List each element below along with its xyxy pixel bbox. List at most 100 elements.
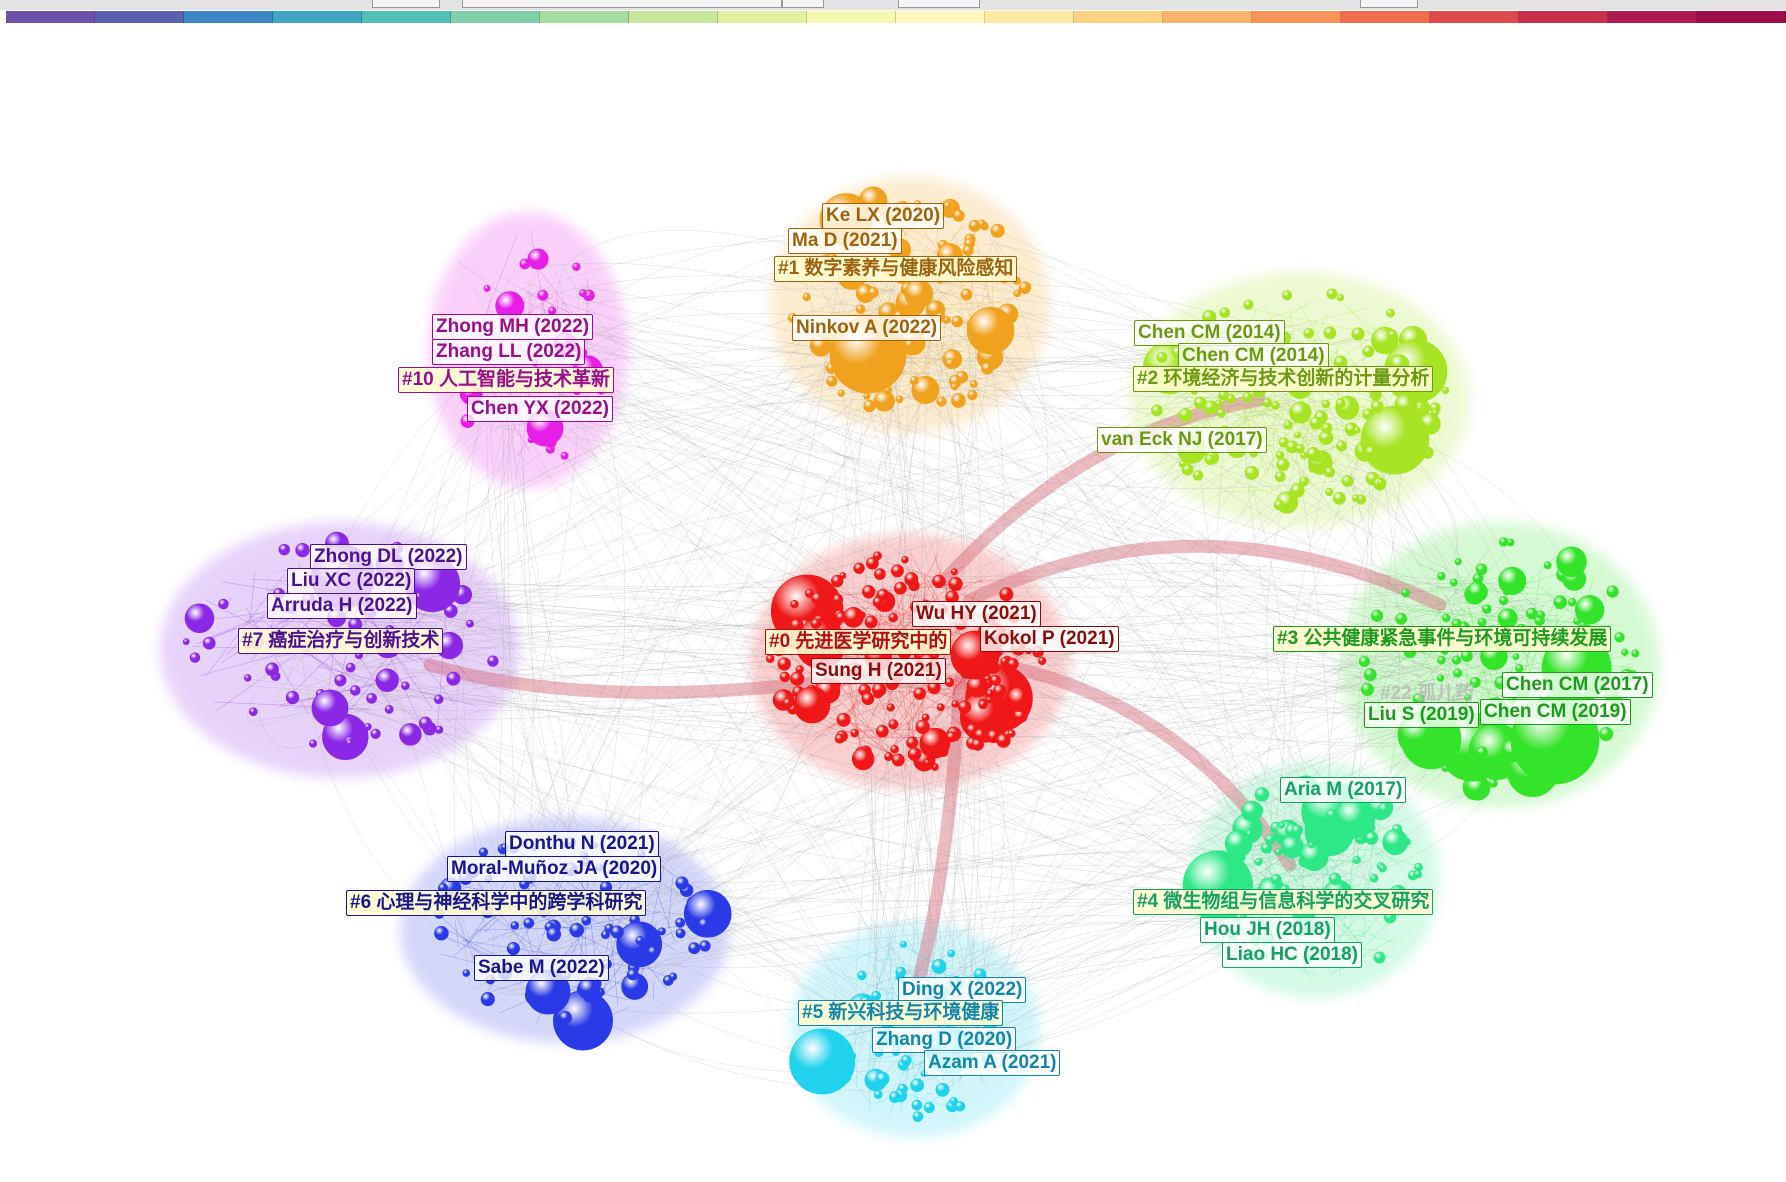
- reference-node[interactable]: [1599, 726, 1614, 742]
- reference-node[interactable]: [891, 753, 905, 767]
- toolbar-slot[interactable]: [782, 0, 824, 8]
- cluster-label-10[interactable]: #10 人工智能与技术革新: [398, 367, 614, 393]
- reference-node[interactable]: [688, 942, 701, 955]
- reference-node[interactable]: [913, 687, 926, 700]
- reference-node[interactable]: [435, 725, 444, 734]
- ref-label[interactable]: Chen CM (2019): [1480, 699, 1631, 725]
- reference-node[interactable]: [1512, 653, 1520, 661]
- ref-label[interactable]: Chen CM (2017): [1502, 672, 1653, 698]
- reference-node[interactable]: [923, 1102, 935, 1114]
- reference-node[interactable]: [857, 970, 867, 981]
- reference-node[interactable]: [184, 603, 215, 634]
- toolbar-slot[interactable]: [1360, 0, 1418, 8]
- reference-node[interactable]: [936, 703, 945, 712]
- reference-node[interactable]: [911, 375, 940, 405]
- reference-node[interactable]: [1450, 578, 1458, 587]
- reference-node[interactable]: [765, 654, 775, 664]
- reference-node[interactable]: [1352, 494, 1360, 502]
- reference-node[interactable]: [1352, 855, 1361, 865]
- reference-node[interactable]: [1353, 426, 1361, 434]
- reference-node[interactable]: [384, 704, 394, 714]
- reference-node[interactable]: [182, 638, 190, 645]
- reference-node[interactable]: [1243, 299, 1254, 310]
- reference-node[interactable]: [1275, 450, 1285, 460]
- reference-node[interactable]: [1553, 595, 1568, 609]
- reference-node[interactable]: [1387, 329, 1398, 340]
- reference-node[interactable]: [949, 1096, 958, 1106]
- reference-node[interactable]: [832, 594, 844, 605]
- reference-node[interactable]: [462, 969, 471, 977]
- reference-node[interactable]: [866, 556, 879, 570]
- ref-label[interactable]: Donthu N (2021): [505, 831, 659, 857]
- reference-node[interactable]: [977, 219, 986, 229]
- reference-node[interactable]: [907, 747, 922, 761]
- reference-node[interactable]: [782, 697, 793, 708]
- reference-node[interactable]: [1308, 841, 1315, 849]
- ref-label[interactable]: Ma D (2021): [788, 228, 902, 254]
- reference-node[interactable]: [1303, 327, 1315, 339]
- ref-label[interactable]: Liu S (2019): [1364, 702, 1479, 728]
- reference-node[interactable]: [480, 992, 495, 1007]
- cluster-label-0[interactable]: #0 先进医学研究中的: [765, 629, 952, 655]
- reference-node[interactable]: [675, 928, 686, 939]
- ref-label[interactable]: van Eck NJ (2017): [1097, 427, 1267, 453]
- cluster-label-5[interactable]: #5 新兴科技与环境健康: [798, 1000, 1004, 1026]
- reference-node[interactable]: [537, 289, 549, 301]
- ref-label[interactable]: Ding X (2022): [898, 977, 1027, 1003]
- reference-node[interactable]: [974, 728, 988, 742]
- reference-node[interactable]: [1543, 561, 1552, 570]
- reference-node[interactable]: [375, 668, 399, 692]
- reference-node-major[interactable]: [311, 689, 349, 727]
- reference-node[interactable]: [951, 700, 959, 708]
- reference-node[interactable]: [906, 736, 919, 749]
- reference-node[interactable]: [1216, 408, 1226, 418]
- reference-node-major[interactable]: [793, 686, 831, 724]
- reference-node[interactable]: [1621, 648, 1629, 656]
- reference-node[interactable]: [483, 284, 491, 292]
- cluster-label-4[interactable]: #4 微生物组与信息科学的交叉研究: [1133, 889, 1434, 915]
- reference-node[interactable]: [1386, 308, 1395, 318]
- reference-node[interactable]: [610, 925, 624, 939]
- reference-node[interactable]: [1351, 327, 1365, 341]
- toolbar-slot[interactable]: [462, 0, 782, 8]
- reference-node[interactable]: [558, 1011, 572, 1025]
- reference-node[interactable]: [600, 930, 610, 940]
- reference-node[interactable]: [1321, 399, 1331, 409]
- reference-node[interactable]: [1278, 822, 1286, 829]
- ref-label[interactable]: Sung H (2021): [811, 658, 946, 684]
- reference-node[interactable]: [697, 917, 711, 931]
- reference-node[interactable]: [894, 581, 907, 595]
- reference-node[interactable]: [1300, 452, 1308, 460]
- reference-node[interactable]: [510, 921, 520, 930]
- ref-label[interactable]: Aria M (2017): [1280, 777, 1407, 803]
- reference-node[interactable]: [1219, 307, 1231, 318]
- reference-node[interactable]: [950, 382, 959, 391]
- reference-node[interactable]: [1038, 656, 1047, 666]
- reference-node[interactable]: [569, 922, 584, 938]
- reference-node[interactable]: [919, 727, 951, 759]
- ref-label[interactable]: Azam A (2021): [924, 1050, 1061, 1076]
- reference-node[interactable]: [853, 562, 865, 574]
- reference-node[interactable]: [1324, 466, 1336, 478]
- reference-node[interactable]: [855, 304, 866, 315]
- reference-node[interactable]: [334, 674, 347, 687]
- ref-label[interactable]: Kokol P (2021): [980, 626, 1119, 652]
- reference-node[interactable]: [1362, 345, 1375, 358]
- reference-node[interactable]: [996, 733, 1011, 748]
- reference-node[interactable]: [1441, 386, 1450, 395]
- reference-node[interactable]: [1573, 616, 1582, 626]
- reference-node[interactable]: [349, 685, 361, 696]
- reference-node[interactable]: [527, 248, 549, 270]
- reference-node[interactable]: [1441, 613, 1451, 623]
- reference-node[interactable]: [1291, 824, 1303, 837]
- reference-node[interactable]: [899, 940, 908, 948]
- reference-node[interactable]: [1156, 351, 1168, 363]
- ref-label[interactable]: Arruda H (2022): [267, 593, 417, 619]
- ref-label[interactable]: Zhong MH (2022): [432, 314, 594, 340]
- reference-node[interactable]: [1306, 447, 1321, 461]
- cluster-label-6[interactable]: #6 心理与神经科学中的跨学科研究: [346, 890, 647, 916]
- reference-node[interactable]: [1382, 829, 1409, 855]
- reference-node[interactable]: [577, 977, 601, 1000]
- reference-node[interactable]: [952, 209, 965, 222]
- reference-node[interactable]: [1299, 841, 1329, 872]
